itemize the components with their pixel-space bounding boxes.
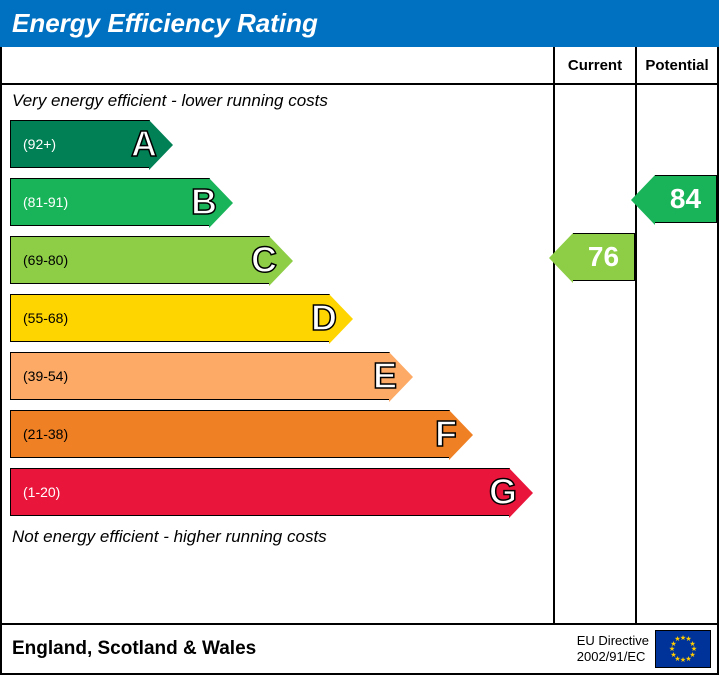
band-letter-e: E	[373, 355, 397, 397]
band-letter-b: B	[191, 181, 217, 223]
band-a: (92+)A	[10, 120, 150, 168]
potential-value: 84	[670, 183, 701, 215]
band-row-g: (1-20) G	[2, 463, 553, 521]
band-letter-c: C	[251, 239, 277, 281]
band-row-c: (69-80) C	[2, 231, 553, 289]
band-range-f: (21-38)	[11, 426, 68, 442]
potential-column: Potential 84	[635, 47, 717, 623]
band-letter-f: F	[435, 413, 457, 455]
band-e: (39-54)E	[10, 352, 390, 400]
bands-list: (92+) A (81-91) B (69-80) C (55-68) D (39-54) E (2…	[2, 115, 553, 521]
potential-pointer: 84	[655, 175, 717, 223]
band-letter-a: A	[131, 123, 157, 165]
chart-title: Energy Efficiency Rating	[0, 0, 719, 47]
band-range-e: (39-54)	[11, 368, 68, 384]
band-f: (21-38)F	[10, 410, 450, 458]
bands-header-blank	[2, 47, 553, 85]
band-range-c: (69-80)	[11, 252, 68, 268]
band-letter-d: D	[311, 297, 337, 339]
footer-right: EU Directive 2002/91/EC ★★★★★★★★★★★★	[577, 630, 711, 668]
band-c: (69-80)C	[10, 236, 270, 284]
bands-column: Very energy efficient - lower running co…	[2, 47, 553, 623]
band-row-d: (55-68) D	[2, 289, 553, 347]
footer-region: England, Scotland & Wales	[12, 638, 256, 660]
band-row-b: (81-91) B	[2, 173, 553, 231]
band-b: (81-91)B	[10, 178, 210, 226]
band-range-a: (92+)	[11, 136, 56, 152]
eu-flag-icon: ★★★★★★★★★★★★	[655, 630, 711, 668]
current-header: Current	[555, 47, 635, 85]
directive-line1: EU Directive	[577, 633, 649, 649]
epc-chart: Energy Efficiency Rating Very energy eff…	[0, 0, 719, 675]
bands-body: Very energy efficient - lower running co…	[2, 85, 553, 551]
band-d: (55-68)D	[10, 294, 330, 342]
band-g: (1-20)G	[10, 468, 510, 516]
current-column: Current 76	[553, 47, 635, 623]
directive-line2: 2002/91/EC	[577, 649, 649, 665]
band-row-a: (92+) A	[2, 115, 553, 173]
note-bottom: Not energy efficient - higher running co…	[2, 521, 553, 551]
note-top: Very energy efficient - lower running co…	[2, 85, 553, 115]
band-row-f: (21-38) F	[2, 405, 553, 463]
current-pointer: 76	[573, 233, 635, 281]
band-range-b: (81-91)	[11, 194, 68, 210]
chart-main: Very energy efficient - lower running co…	[0, 47, 719, 675]
current-value: 76	[588, 241, 619, 273]
band-row-e: (39-54) E	[2, 347, 553, 405]
potential-header: Potential	[637, 47, 717, 85]
chart-footer: England, Scotland & Wales EU Directive 2…	[2, 623, 717, 673]
band-range-d: (55-68)	[11, 310, 68, 326]
footer-directive: EU Directive 2002/91/EC	[577, 633, 649, 664]
chart-grid: Very energy efficient - lower running co…	[2, 47, 717, 623]
band-letter-g: G	[489, 471, 517, 513]
band-range-g: (1-20)	[11, 484, 60, 500]
